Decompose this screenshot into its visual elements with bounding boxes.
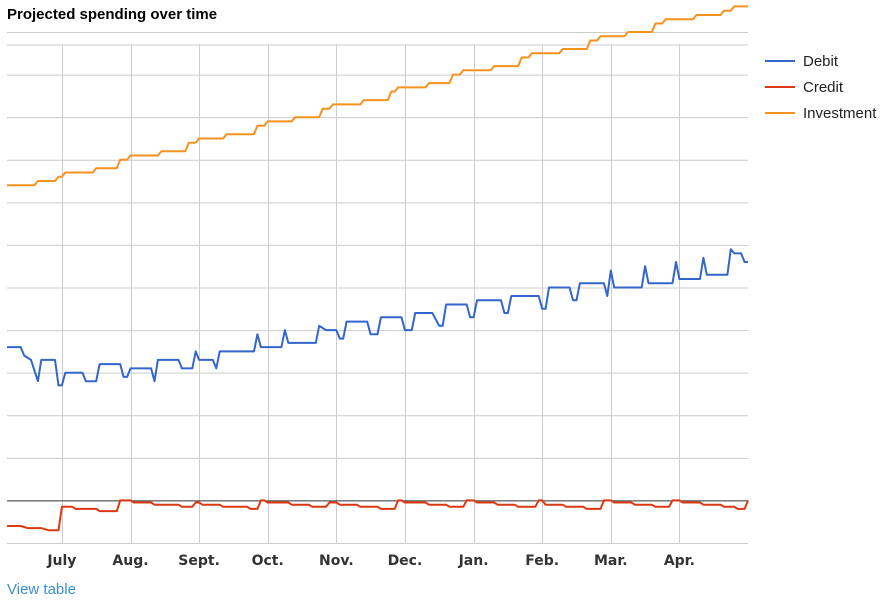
x-tick-label: Aug. bbox=[112, 553, 148, 569]
chart-title: Projected spending over time bbox=[7, 6, 218, 23]
legend-label: Investment bbox=[803, 104, 877, 122]
legend-swatch bbox=[765, 86, 795, 88]
legend-item-investment: Investment bbox=[765, 100, 876, 126]
x-tick-label: Dec. bbox=[388, 553, 423, 569]
x-tick-label: Oct. bbox=[252, 553, 284, 569]
series-line-investment bbox=[7, 5, 748, 187]
x-tick-label: Apr. bbox=[664, 553, 695, 569]
series-lines bbox=[7, 5, 749, 532]
x-tick-label: Mar. bbox=[594, 553, 628, 569]
x-axis-ticks: July Aug. Sept. Oct. Nov. Dec. Jan. Feb. Mar. Apr… bbox=[46, 553, 695, 569]
x-tick-label: Feb. bbox=[525, 553, 559, 569]
legend: Debit Credit Investment bbox=[765, 48, 876, 126]
legend-label: Debit bbox=[803, 52, 839, 70]
series-line-debit bbox=[7, 248, 748, 387]
legend-label: Credit bbox=[803, 78, 844, 96]
legend-item-debit: Debit bbox=[765, 48, 876, 74]
series-line-credit bbox=[7, 499, 749, 532]
x-tick-label: Jan. bbox=[458, 553, 489, 569]
x-tick-label: Nov. bbox=[319, 553, 354, 569]
x-tick-label: July bbox=[46, 553, 76, 569]
gridlines bbox=[7, 32, 748, 544]
x-tick-label: Sept. bbox=[178, 553, 220, 569]
legend-swatch bbox=[765, 112, 795, 114]
view-table-link[interactable]: View table bbox=[7, 581, 76, 598]
legend-swatch bbox=[765, 60, 795, 62]
legend-item-credit: Credit bbox=[765, 74, 876, 100]
